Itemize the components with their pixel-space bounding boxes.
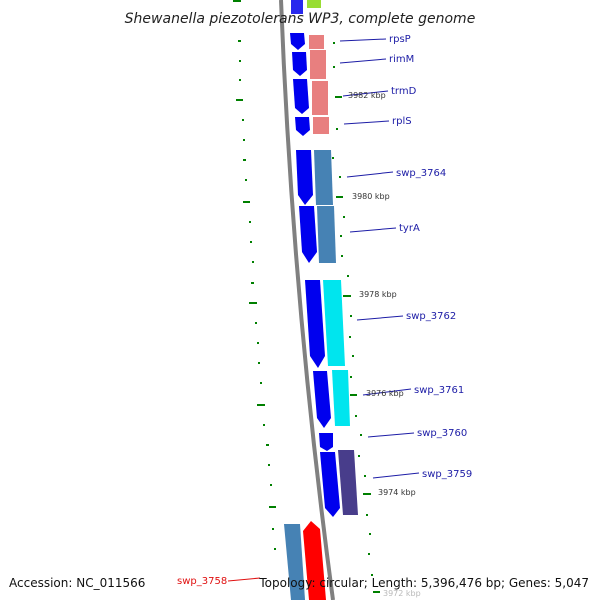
category-block-swp_3758[interactable] <box>284 524 305 600</box>
kbp-tick-label: 3980 kbp <box>352 192 390 201</box>
category-block-swp_3761[interactable] <box>332 370 350 426</box>
topology-label: Topology: circular; Length: 5,396,476 bp… <box>258 576 589 590</box>
reverse-strand-genes <box>290 33 340 517</box>
accession-label: Accession: NC_011566 <box>9 576 145 590</box>
gc-skew-track <box>332 42 380 593</box>
feature-top-stub <box>291 0 303 14</box>
gene-label[interactable]: swp_3760 <box>417 428 467 439</box>
gene-category-track <box>309 35 358 515</box>
gene-arrow-swp_3762[interactable] <box>305 280 325 368</box>
gene-arrow-swp_3764[interactable] <box>296 150 313 205</box>
category-block-rplS[interactable] <box>313 117 329 134</box>
gene-label[interactable]: trmD <box>391 86 417 97</box>
kbp-tick-label: 3972 kbp <box>383 589 421 598</box>
gene-arrow-swp_3758[interactable] <box>303 521 326 600</box>
gene-arrow-trmD[interactable] <box>293 79 309 114</box>
gene-label[interactable]: swp_3761 <box>414 385 464 396</box>
gene-arrow-rimM[interactable] <box>292 52 307 76</box>
category-block-trmD[interactable] <box>312 81 328 115</box>
gene-arrow-swp_3759[interactable] <box>320 452 340 517</box>
gene-label[interactable]: rimM <box>389 54 414 65</box>
gc-dash-top <box>233 0 241 2</box>
genome-backbone <box>279 0 335 600</box>
gene-arrow-rplS[interactable] <box>295 117 310 136</box>
category-block-swp_3762[interactable] <box>323 280 345 366</box>
gene-arrow-swp_3761[interactable] <box>313 371 331 428</box>
category-block-swp_3759[interactable] <box>338 450 358 515</box>
gene-label[interactable]: swp_3759 <box>422 469 472 480</box>
gene-label-highlighted[interactable]: swp_3758 <box>177 576 227 587</box>
label-leader-lines <box>339 38 420 479</box>
gene-arrow-swp_3760[interactable] <box>319 433 333 451</box>
gene-label[interactable]: rplS <box>392 116 412 127</box>
kbp-tick-label: 3974 kbp <box>378 488 416 497</box>
label-leader-line-highlight <box>227 577 261 582</box>
map-title: Shewanella piezotolerans WP3, complete g… <box>125 11 476 27</box>
category-block-rimM[interactable] <box>310 50 326 79</box>
category-block-rpsP[interactable] <box>309 35 324 49</box>
gene-label[interactable]: swp_3762 <box>406 311 456 322</box>
gene-label[interactable]: rpsP <box>389 34 411 45</box>
category-block-swp_3764[interactable] <box>314 150 333 205</box>
gene-label[interactable]: swp_3764 <box>396 168 446 179</box>
gene-arrow-rpsP[interactable] <box>290 33 305 50</box>
kbp-tick-label: 3982 kbp <box>348 91 386 100</box>
gene-label[interactable]: tyrA <box>399 223 420 234</box>
kbp-tick-label: 3976 kbp <box>366 389 404 398</box>
gene-arrow-tyrA[interactable] <box>299 206 317 263</box>
category-block-tyrA[interactable] <box>317 206 336 263</box>
feature-top-stub <box>307 0 321 8</box>
gc-content-track <box>236 40 276 550</box>
kbp-tick-label: 3978 kbp <box>359 290 397 299</box>
